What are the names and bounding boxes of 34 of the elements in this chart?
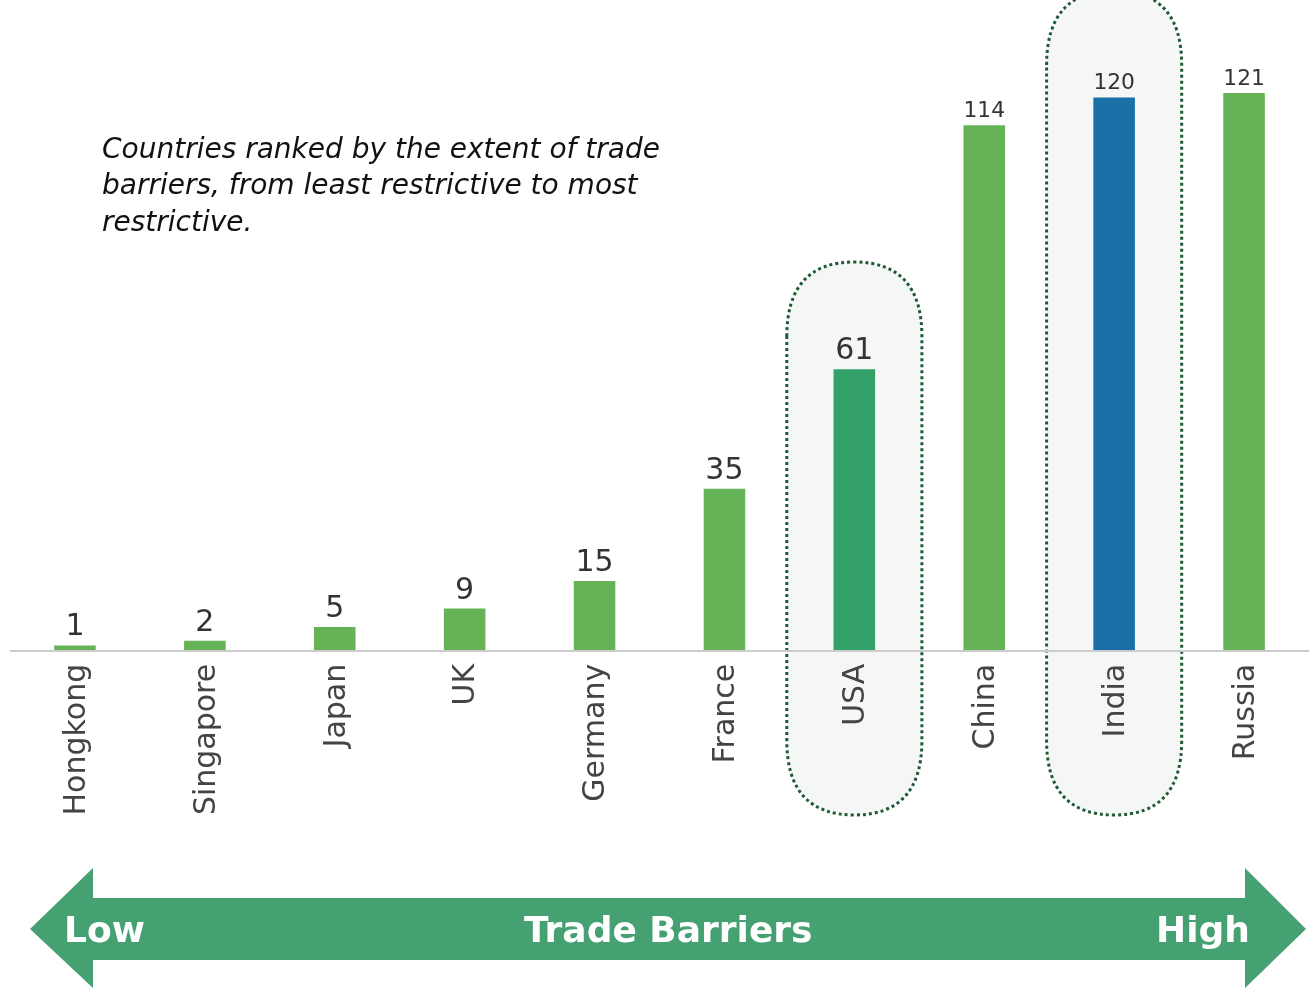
data-label: 61: [835, 331, 874, 367]
bar: [1223, 92, 1265, 650]
text: Low: [64, 909, 145, 950]
bar: [54, 645, 96, 650]
data-label: 120: [1093, 69, 1135, 95]
annotation: Countries ranked by the extent of trade barriers, from least restrictive to most restrictive.: [102, 132, 660, 238]
bar: [443, 608, 486, 650]
x-tick-label: USA: [836, 663, 872, 726]
bar: [703, 488, 746, 650]
x-tick-label: Germany: [576, 663, 612, 802]
data-label: 9: [455, 570, 475, 606]
data-label: 5: [325, 588, 345, 624]
x-tick-label: Russia: [1225, 663, 1261, 761]
data-label: 15: [575, 542, 614, 578]
x-tick-label: Singapore: [186, 663, 222, 816]
data-label: 114: [963, 97, 1006, 123]
x-tick-label: UK: [446, 662, 482, 706]
x-tick-label: France: [706, 663, 742, 764]
data-label: 1: [65, 607, 85, 643]
x-tick-label: India: [1095, 663, 1131, 738]
bar: [963, 125, 1006, 650]
data-label: 35: [705, 450, 744, 486]
bar: [833, 369, 876, 650]
x-tick-label: Hongkong: [56, 663, 92, 816]
data-label: 2: [195, 602, 215, 638]
bar: [313, 626, 356, 650]
data-label: 121: [1223, 64, 1265, 90]
bar: [184, 640, 226, 650]
x-tick-label: China: [966, 663, 1001, 750]
bar: [573, 580, 616, 650]
x-axis-title: Trade Barriers: [524, 909, 813, 950]
text: High: [1156, 909, 1250, 950]
bar: [1093, 97, 1135, 650]
x-tick-label: Japan: [316, 663, 352, 750]
